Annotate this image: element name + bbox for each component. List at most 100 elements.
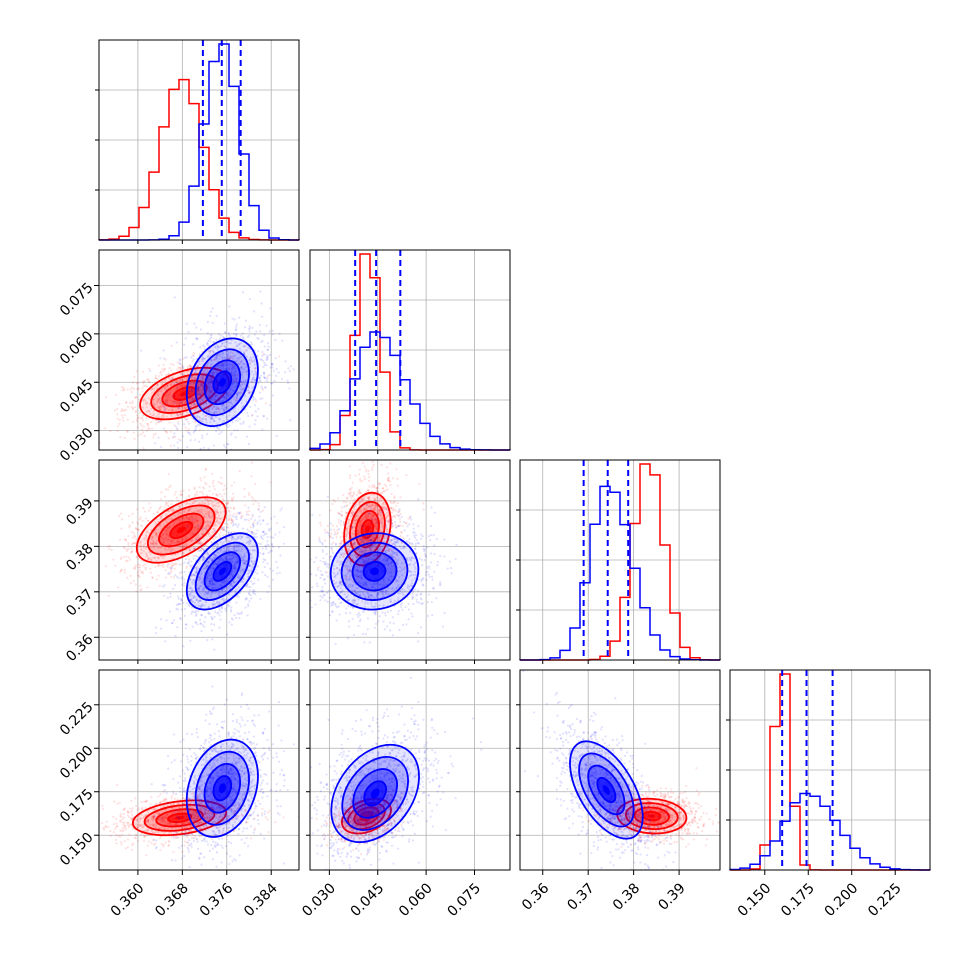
sample-point [96, 566, 98, 568]
sample-point [230, 388, 233, 391]
sample-point [261, 547, 264, 550]
sample-point [132, 408, 135, 411]
sample-point [175, 575, 179, 578]
joint-panel-p1-p2 [309, 459, 511, 661]
sample-point [183, 373, 186, 376]
sample-point [204, 375, 207, 378]
sample-point [131, 386, 134, 389]
sample-point [126, 388, 129, 391]
sample-point [207, 344, 210, 347]
sample-point [107, 594, 110, 597]
sample-point [136, 416, 139, 420]
sample-point [234, 436, 237, 439]
sample-point [195, 452, 197, 454]
sample-point [233, 395, 236, 398]
sample-point [205, 418, 208, 421]
sample-point [235, 398, 238, 401]
sample-point [182, 455, 184, 457]
sample-point [204, 467, 208, 470]
sample-point [183, 343, 186, 346]
sample-point [222, 499, 225, 502]
sample-point [326, 524, 329, 528]
sample-point [168, 486, 171, 489]
sample-point [182, 403, 185, 406]
sample-point [182, 489, 185, 492]
sample-point [202, 377, 205, 380]
sample-point [245, 400, 248, 403]
sample-point [231, 317, 234, 320]
sample-point [109, 430, 112, 433]
sample-point [233, 481, 236, 484]
sample-point [248, 588, 251, 592]
sample-point [193, 381, 196, 385]
sample-point [199, 346, 202, 349]
sample-point [116, 413, 119, 416]
sample-point [217, 332, 220, 336]
sample-point [173, 567, 176, 570]
sample-point [171, 409, 174, 412]
sample-point [269, 481, 272, 484]
sample-point [202, 379, 205, 382]
sample-point [141, 387, 144, 390]
sample-point [225, 368, 228, 372]
sample-point [227, 530, 230, 533]
sample-point [116, 429, 119, 433]
sample-point [166, 488, 170, 492]
sample-point [199, 376, 203, 379]
sample-point [254, 571, 257, 574]
sample-point [160, 415, 163, 419]
sample-point [154, 565, 157, 568]
sample-point [182, 383, 185, 386]
sample-point [234, 523, 238, 526]
sample-point [183, 407, 186, 410]
sample-point [208, 485, 211, 488]
sample-point [248, 297, 251, 301]
sample-point [229, 506, 233, 509]
sample-point [233, 374, 236, 377]
sample-point [164, 576, 167, 579]
sample-point [201, 434, 204, 437]
sample-point [319, 521, 322, 524]
sample-point [195, 490, 198, 493]
sample-point [277, 546, 281, 549]
sample-point [117, 515, 121, 518]
sample-point [319, 524, 322, 527]
sample-point [138, 398, 141, 401]
sample-point [151, 414, 154, 417]
sample-point [208, 377, 211, 381]
sample-point [194, 425, 197, 428]
sample-point [159, 618, 163, 621]
sample-point [225, 442, 229, 446]
sample-point [210, 379, 213, 383]
sample-point [197, 524, 200, 527]
sample-point [225, 506, 228, 509]
sample-point [184, 406, 187, 410]
sample-point [142, 451, 144, 453]
sample-point [161, 368, 164, 371]
sample-point [189, 405, 193, 408]
sample-point [187, 428, 190, 431]
sample-point [211, 350, 215, 354]
sample-point [209, 521, 212, 524]
sample-point [130, 390, 133, 394]
sample-point [171, 436, 175, 439]
sample-point [220, 344, 223, 348]
sample-point [196, 416, 199, 419]
sample-point [204, 418, 207, 421]
sample-point [247, 506, 250, 509]
sample-point [126, 576, 129, 579]
sample-point [168, 377, 171, 380]
sample-point [257, 382, 260, 385]
sample-point [135, 418, 138, 421]
sample-point [220, 404, 224, 408]
sample-point [257, 508, 260, 511]
sample-point [167, 397, 170, 400]
sample-point [279, 554, 282, 557]
sample-point [266, 417, 269, 420]
sample-point [198, 401, 202, 404]
sample-point [152, 436, 155, 439]
sample-point [222, 364, 225, 367]
sample-point [196, 623, 199, 626]
sample-point [154, 374, 157, 377]
sample-point [240, 374, 243, 377]
